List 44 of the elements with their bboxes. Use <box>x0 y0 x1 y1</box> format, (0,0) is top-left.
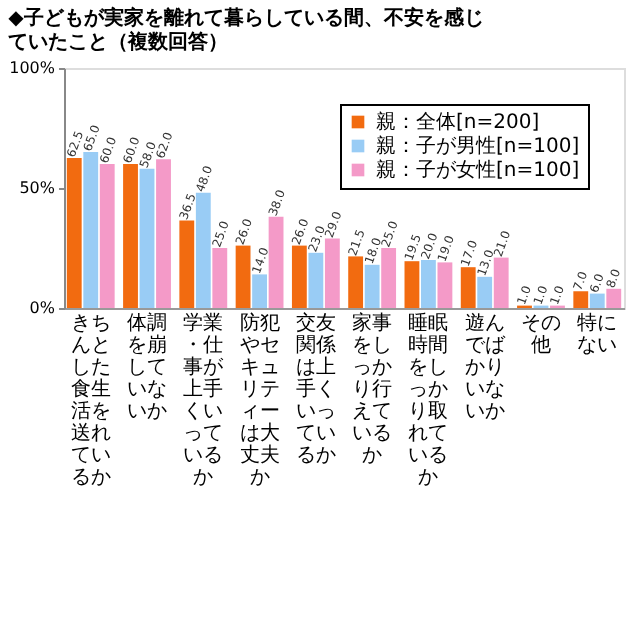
bar <box>348 256 364 308</box>
bar <box>99 164 115 308</box>
bar <box>179 220 195 308</box>
chart-title: ◆子どもが実家を離れて暮らしている間、不安を感じていたこと（複数回答） <box>8 6 484 54</box>
bar <box>381 248 397 308</box>
bar <box>156 159 171 308</box>
bar <box>493 257 509 308</box>
bar <box>123 164 138 308</box>
bar <box>589 293 605 308</box>
x-tick-label: 交友関係は上手くいっているか <box>295 311 336 467</box>
bar <box>66 158 82 308</box>
bar <box>195 192 211 308</box>
x-tick-label: 遊んでばかりいないか <box>464 311 507 423</box>
bar <box>404 261 420 308</box>
bar <box>477 276 493 308</box>
bar <box>421 260 436 308</box>
x-tick-label: きちんとした食生活を送れているか <box>70 313 111 489</box>
x-tick-label: その他 <box>520 313 561 357</box>
x-tick-label: 家事をしっかり行えているか <box>352 311 393 467</box>
bar <box>83 152 99 308</box>
legend-label: 親：全体[n=200] <box>376 110 540 134</box>
bar <box>308 252 324 308</box>
legend-label: 親：子が女性[n=100] <box>376 158 580 182</box>
bar <box>460 267 476 308</box>
y-tick-label: 0% <box>29 299 56 317</box>
bar <box>252 274 267 308</box>
x-tick-label: 防犯やセキュリティーは大丈夫か <box>239 311 280 489</box>
x-tick-label: 特にない <box>577 311 618 357</box>
y-tick-label: 100% <box>9 59 56 77</box>
legend-label: 親：子が男性[n=100] <box>376 134 580 158</box>
bar <box>573 291 589 308</box>
bar <box>139 168 155 308</box>
bar <box>437 262 453 308</box>
bar <box>235 245 251 308</box>
bar <box>364 264 380 308</box>
y-tick-label: 50% <box>19 179 56 197</box>
bar <box>291 245 307 308</box>
bar <box>268 216 284 308</box>
x-tick-label: 睡眠時間をしっかり取れているか <box>408 311 449 489</box>
x-tick-label: 学業・仕事が上手くいっているか <box>183 311 226 489</box>
x-tick-label: 体調を崩していないか <box>127 311 168 423</box>
bar <box>324 238 340 308</box>
bar <box>212 248 228 308</box>
bar <box>606 288 622 308</box>
